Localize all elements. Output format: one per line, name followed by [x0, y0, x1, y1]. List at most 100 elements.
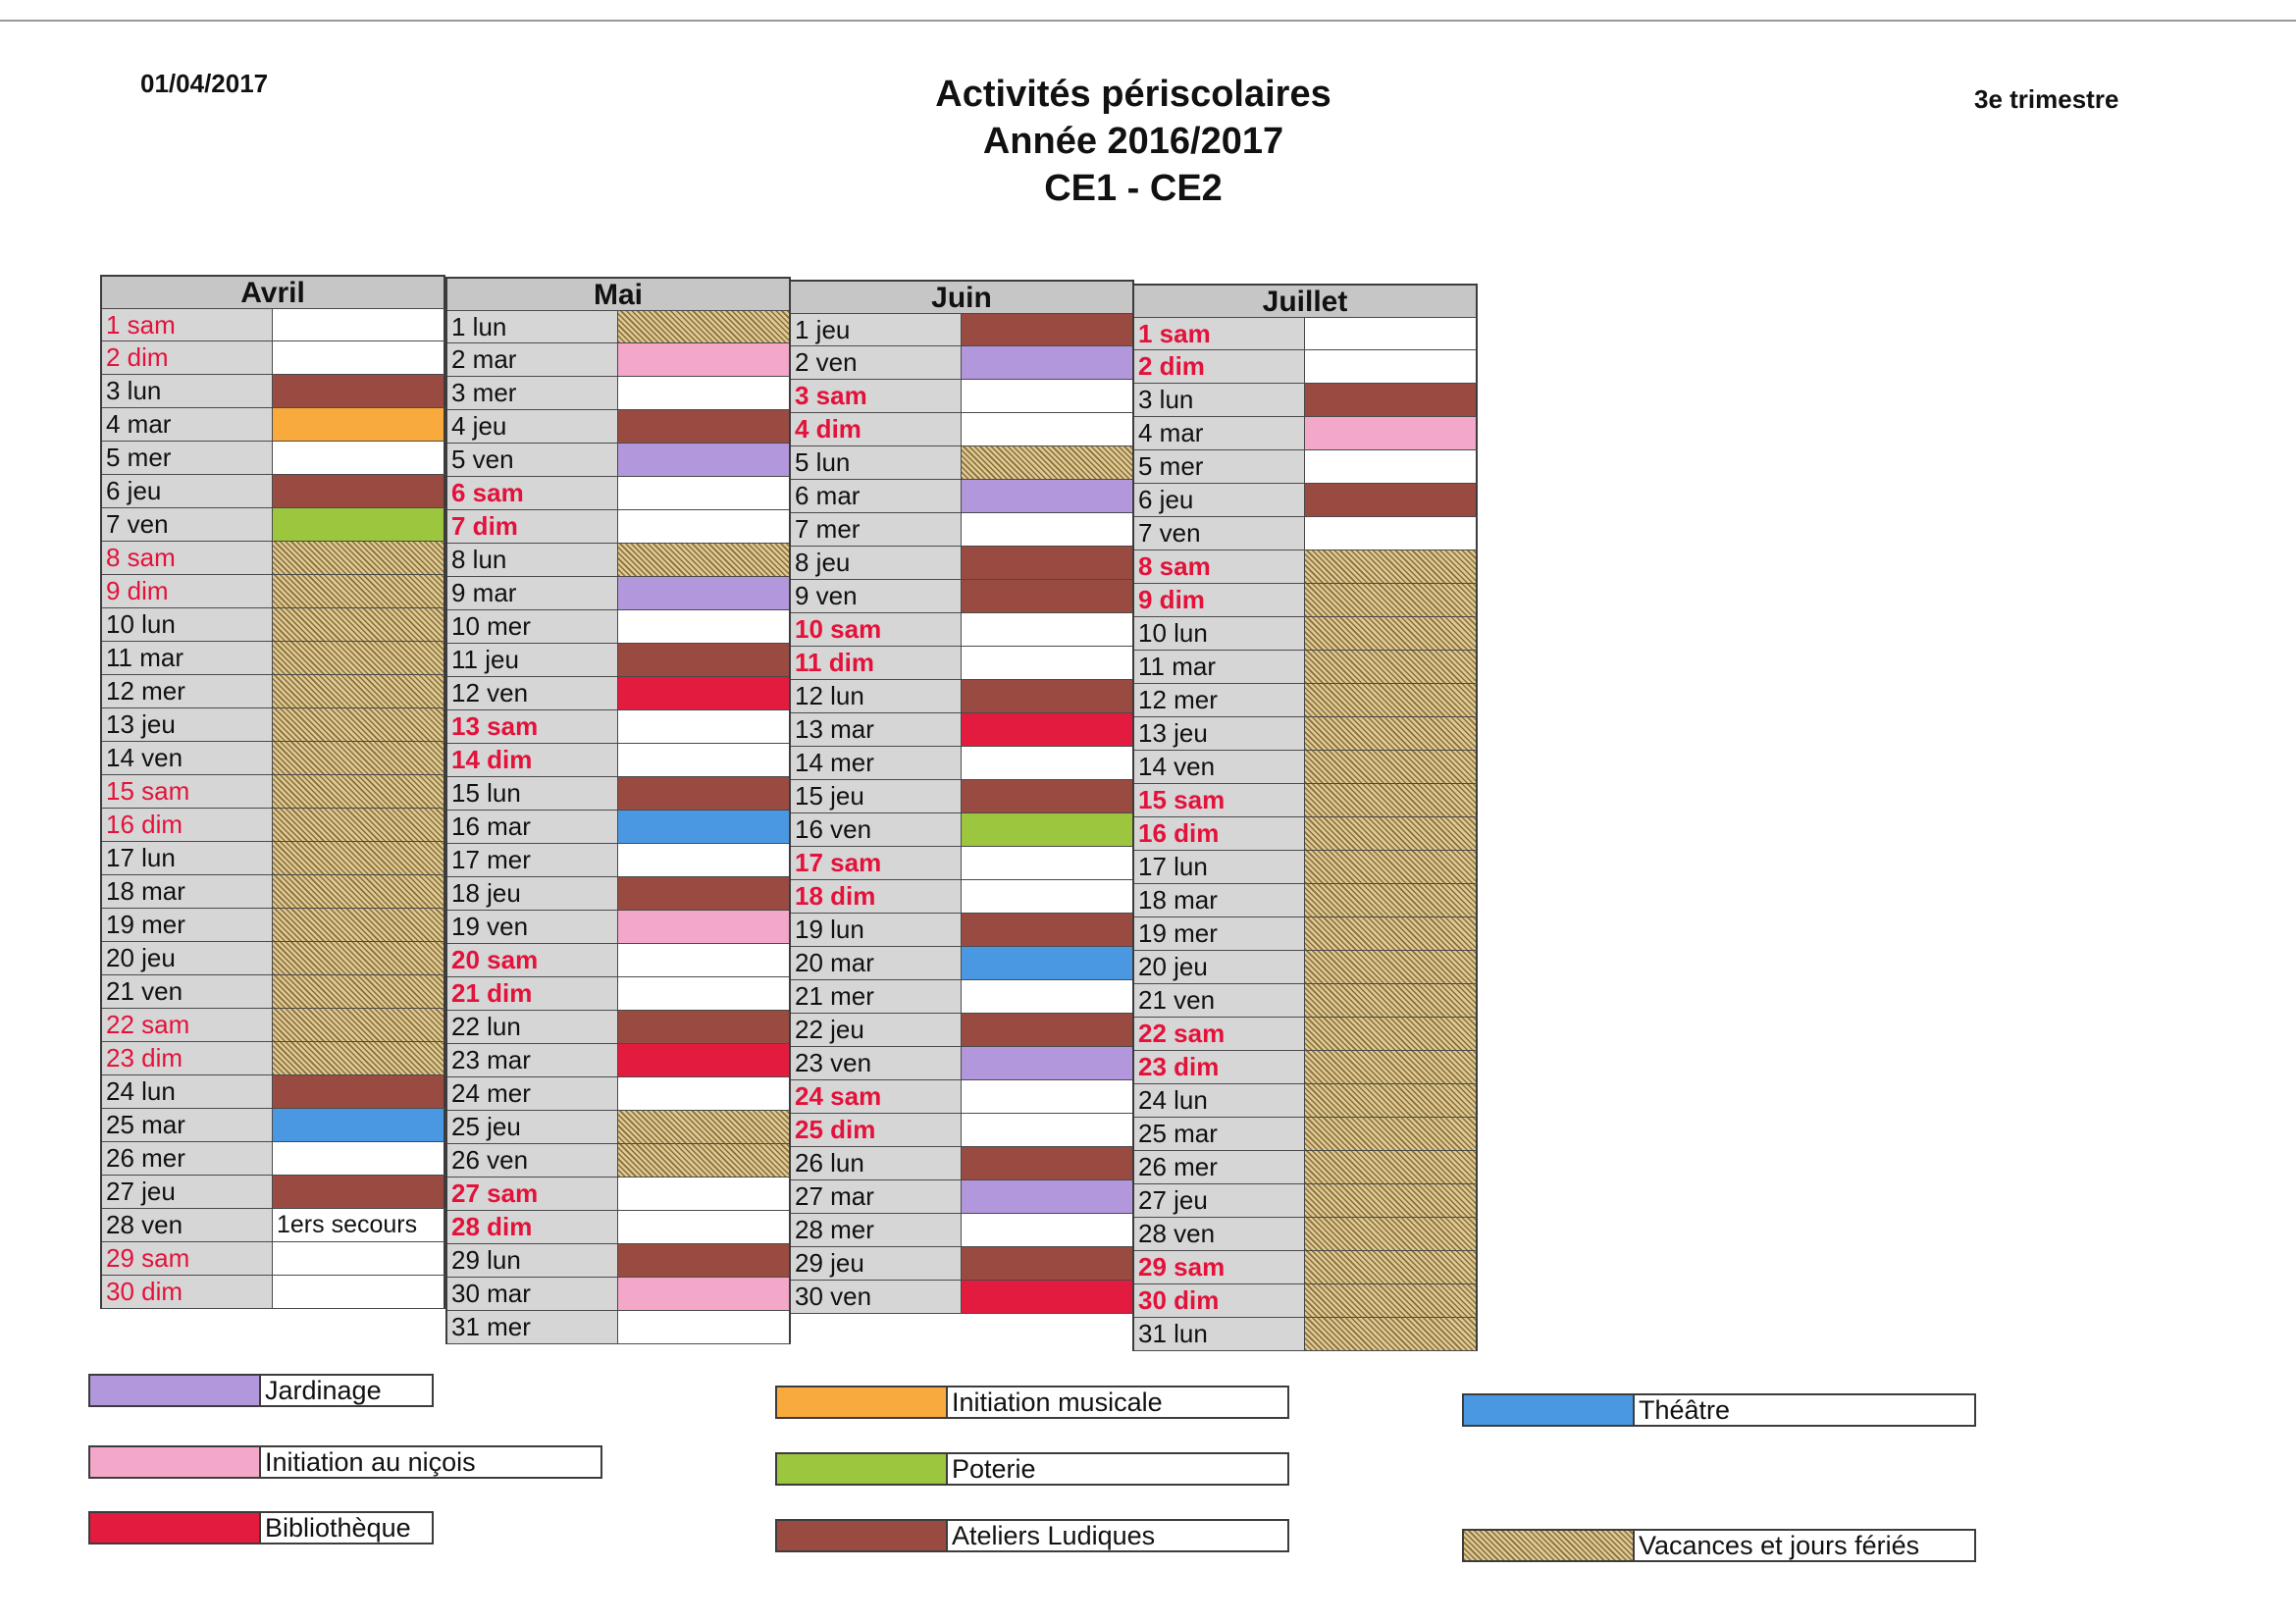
day-row: 12 ven	[447, 677, 791, 710]
day-label: 28 ven	[1134, 1218, 1305, 1250]
day-row: 1 lun	[447, 310, 791, 343]
activity-cell	[618, 1111, 791, 1143]
activity-cell	[618, 1244, 791, 1277]
month-mai: Mai 1 lun 2 mar 3 mer 4 jeu 5 ven 6 sam 7 dim 8 …	[445, 277, 791, 1344]
day-label: 9 dim	[1134, 584, 1305, 616]
day-label: 20 sam	[447, 944, 618, 976]
activity-cell	[962, 647, 1134, 679]
day-label: 9 ven	[791, 580, 962, 612]
legend-label: Initiation musicale	[952, 1387, 1163, 1417]
activity-cell	[618, 710, 791, 743]
activity-cell	[1305, 1284, 1478, 1317]
day-row: 11 mar	[1134, 651, 1478, 684]
activity-cell	[618, 944, 791, 976]
day-label: 23 dim	[102, 1042, 273, 1074]
activity-cell	[1305, 884, 1478, 916]
day-row: 6 sam	[447, 477, 791, 510]
legend-item-jardinage: Jardinage	[88, 1374, 434, 1407]
legend-swatch	[90, 1447, 261, 1477]
activity-cell	[273, 875, 445, 908]
day-list: 1 lun 2 mar 3 mer 4 jeu 5 ven 6 sam 7 dim 8 lun…	[445, 310, 791, 1344]
activity-cell	[1305, 384, 1478, 416]
day-label: 22 sam	[1134, 1018, 1305, 1050]
activity-cell	[962, 947, 1134, 979]
day-row: 19 mer	[102, 909, 445, 942]
day-row: 27 jeu	[102, 1176, 445, 1209]
legend-label: Poterie	[952, 1454, 1036, 1484]
day-label: 19 lun	[791, 914, 962, 946]
day-row: 30 mar	[447, 1278, 791, 1311]
legend-label: Initiation au niçois	[265, 1447, 476, 1477]
day-label: 9 mar	[447, 577, 618, 609]
activity-cell	[618, 510, 791, 543]
activity-cell	[273, 1109, 445, 1141]
day-row: 24 lun	[1134, 1084, 1478, 1118]
day-row: 25 dim	[791, 1114, 1134, 1147]
legend-swatch	[1464, 1531, 1635, 1560]
day-row: 4 dim	[791, 413, 1134, 446]
activity-cell	[962, 1147, 1134, 1179]
day-label: 25 mar	[1134, 1118, 1305, 1150]
legend-item-musicale: Initiation musicale	[775, 1386, 1289, 1419]
activity-cell	[962, 1047, 1134, 1079]
month-header: Juillet	[1132, 284, 1478, 318]
day-label: 21 ven	[1134, 984, 1305, 1017]
day-row: 1 jeu	[791, 313, 1134, 346]
legend-swatch	[90, 1513, 261, 1543]
activity-cell	[1305, 917, 1478, 950]
day-label: 16 ven	[791, 813, 962, 846]
legend-item-ateliers: Ateliers Ludiques	[775, 1519, 1289, 1552]
day-label: 2 dim	[102, 341, 273, 374]
activity-cell	[618, 911, 791, 943]
day-row: 24 lun	[102, 1075, 445, 1109]
activity-cell	[1305, 417, 1478, 449]
day-label: 10 lun	[1134, 617, 1305, 650]
day-row: 13 mar	[791, 713, 1134, 747]
day-row: 29 sam	[1134, 1251, 1478, 1284]
day-row: 11 mar	[102, 642, 445, 675]
day-row: 23 mar	[447, 1044, 791, 1077]
day-label: 31 mer	[447, 1311, 618, 1343]
day-row: 24 mer	[447, 1077, 791, 1111]
day-row: 22 sam	[102, 1009, 445, 1042]
activity-cell	[618, 1077, 791, 1110]
day-label: 18 mar	[102, 875, 273, 908]
activity-cell	[962, 847, 1134, 879]
month-header: Juin	[789, 280, 1134, 314]
day-label: 8 sam	[102, 542, 273, 574]
legend-swatch	[777, 1454, 948, 1484]
day-label: 8 sam	[1134, 550, 1305, 583]
day-label: 11 mar	[102, 642, 273, 674]
day-label: 17 mer	[447, 844, 618, 876]
activity-cell	[1305, 751, 1478, 783]
activity-cell	[618, 744, 791, 776]
activity-cell	[962, 413, 1134, 445]
day-label: 26 mer	[102, 1142, 273, 1175]
activity-cell	[1305, 517, 1478, 550]
activity-cell	[273, 742, 445, 774]
legend-label: Ateliers Ludiques	[952, 1521, 1156, 1550]
activity-cell	[273, 442, 445, 474]
activity-cell	[618, 1278, 791, 1310]
activity-cell	[962, 747, 1134, 779]
day-row: 22 jeu	[791, 1014, 1134, 1047]
day-row: 16 dim	[102, 809, 445, 842]
activity-cell	[273, 508, 445, 541]
activity-cell	[273, 942, 445, 974]
legend-swatch	[1464, 1395, 1635, 1425]
day-row: 9 dim	[1134, 584, 1478, 617]
day-label: 15 sam	[102, 775, 273, 808]
activity-cell	[273, 575, 445, 607]
day-row: 30 dim	[102, 1276, 445, 1309]
legend-label: Vacances et jours fériés	[1639, 1531, 1920, 1560]
activity-cell	[273, 1042, 445, 1074]
activity-cell	[618, 311, 791, 342]
day-label: 13 jeu	[1134, 717, 1305, 750]
day-row: 18 mar	[102, 875, 445, 909]
day-row: 30 dim	[1134, 1284, 1478, 1318]
day-row: 25 jeu	[447, 1111, 791, 1144]
day-row: 3 sam	[791, 380, 1134, 413]
day-label: 14 ven	[102, 742, 273, 774]
day-label: 12 lun	[791, 680, 962, 712]
activity-cell	[1305, 350, 1478, 383]
